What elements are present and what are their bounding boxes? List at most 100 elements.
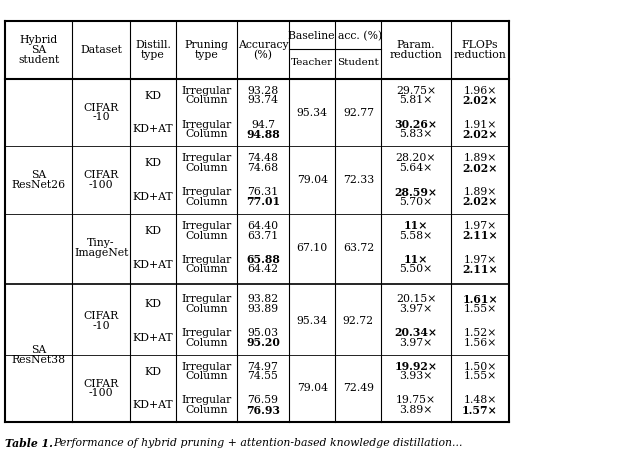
Text: 2.02×: 2.02× — [462, 129, 498, 140]
Text: Column: Column — [185, 304, 228, 314]
Text: 5.83×: 5.83× — [399, 129, 433, 139]
Text: Irregular: Irregular — [181, 86, 232, 96]
Text: 67.10: 67.10 — [297, 243, 328, 253]
Text: KD+AT: KD+AT — [132, 333, 173, 343]
Text: Param.: Param. — [397, 40, 435, 50]
Text: 1.55×: 1.55× — [463, 371, 497, 382]
Text: 64.40: 64.40 — [248, 221, 278, 231]
Text: CIFAR: CIFAR — [83, 311, 119, 321]
Text: Irregular: Irregular — [181, 328, 232, 338]
Text: KD+AT: KD+AT — [132, 260, 173, 269]
Text: 74.48: 74.48 — [248, 153, 278, 163]
Text: 2.02×: 2.02× — [462, 163, 498, 174]
Text: Distill.: Distill. — [135, 40, 171, 50]
Text: KD: KD — [145, 299, 161, 309]
Text: 1.91×: 1.91× — [463, 119, 497, 130]
Text: Baseline acc. (%): Baseline acc. (%) — [288, 31, 383, 41]
Text: Column: Column — [185, 405, 228, 415]
Text: type: type — [141, 50, 165, 60]
Text: 92.72: 92.72 — [343, 316, 374, 326]
Text: -10: -10 — [92, 113, 110, 122]
Text: 11×: 11× — [404, 220, 428, 232]
Text: 74.55: 74.55 — [248, 371, 278, 382]
Text: 79.04: 79.04 — [297, 175, 328, 185]
Text: 5.58×: 5.58× — [399, 231, 433, 241]
Text: 1.50×: 1.50× — [463, 362, 497, 372]
Text: type: type — [195, 50, 218, 60]
Text: 1.89×: 1.89× — [463, 187, 497, 197]
Text: 63.72: 63.72 — [343, 243, 374, 253]
Text: (%): (%) — [253, 50, 273, 60]
Text: KD: KD — [145, 226, 161, 236]
Text: Student: Student — [337, 58, 380, 67]
Text: Irregular: Irregular — [181, 255, 232, 265]
Text: Pruning: Pruning — [184, 40, 228, 50]
Text: Irregular: Irregular — [181, 362, 232, 372]
Text: 2.11×: 2.11× — [462, 264, 498, 275]
Text: Column: Column — [185, 95, 228, 106]
Text: SA: SA — [31, 170, 46, 180]
Text: 1.48×: 1.48× — [463, 395, 497, 406]
Text: 72.33: 72.33 — [343, 175, 374, 185]
Text: 1.97×: 1.97× — [463, 221, 497, 231]
Text: 28.20×: 28.20× — [396, 153, 436, 163]
Text: 28.59×: 28.59× — [394, 187, 438, 198]
Text: Irregular: Irregular — [181, 395, 232, 406]
Text: ResNet38: ResNet38 — [12, 355, 66, 364]
Text: Irregular: Irregular — [181, 221, 232, 231]
Text: 1.96×: 1.96× — [463, 86, 497, 96]
Text: 74.68: 74.68 — [248, 163, 278, 173]
Text: 1.57×: 1.57× — [462, 405, 498, 416]
Text: KD+AT: KD+AT — [132, 125, 173, 134]
Text: Column: Column — [185, 264, 228, 275]
Text: 76.59: 76.59 — [248, 395, 278, 406]
Text: Dataset: Dataset — [80, 45, 122, 55]
Text: reduction: reduction — [454, 50, 506, 60]
Text: 95.34: 95.34 — [297, 107, 328, 118]
Text: 95.03: 95.03 — [248, 328, 278, 338]
Text: 94.7: 94.7 — [251, 119, 275, 130]
Text: 76.93: 76.93 — [246, 405, 280, 416]
Text: -10: -10 — [92, 321, 110, 331]
Text: Column: Column — [185, 231, 228, 241]
Text: 1.55×: 1.55× — [463, 304, 497, 314]
Text: 1.61×: 1.61× — [462, 294, 498, 305]
Text: CIFAR: CIFAR — [83, 170, 119, 180]
Text: 20.15×: 20.15× — [396, 294, 436, 304]
Text: reduction: reduction — [390, 50, 442, 60]
Text: 95.34: 95.34 — [297, 316, 328, 326]
Text: 5.70×: 5.70× — [399, 197, 433, 207]
Text: 5.81×: 5.81× — [399, 95, 433, 106]
Text: 1.52×: 1.52× — [463, 328, 497, 338]
Text: 74.97: 74.97 — [248, 362, 278, 372]
Text: 11×: 11× — [404, 254, 428, 265]
Text: Table 1.: Table 1. — [5, 438, 53, 449]
Text: KD+AT: KD+AT — [132, 400, 173, 410]
Text: 30.26×: 30.26× — [394, 119, 438, 130]
Text: KD+AT: KD+AT — [132, 192, 173, 202]
Text: Accuracy: Accuracy — [237, 40, 289, 50]
Text: 29.75×: 29.75× — [396, 86, 436, 96]
Text: Column: Column — [185, 129, 228, 139]
Text: 95.20: 95.20 — [246, 337, 280, 348]
Text: ResNet26: ResNet26 — [12, 180, 66, 190]
Text: Column: Column — [185, 163, 228, 173]
Text: 63.71: 63.71 — [248, 231, 278, 241]
Text: student: student — [18, 55, 60, 64]
Text: Tiny-: Tiny- — [88, 238, 115, 248]
Text: 93.28: 93.28 — [248, 86, 278, 96]
Text: Irregular: Irregular — [181, 294, 232, 304]
Text: 3.93×: 3.93× — [399, 371, 433, 382]
Text: Performance of hybrid pruning + attention-based knowledge distillation...: Performance of hybrid pruning + attentio… — [53, 438, 463, 448]
Text: 5.50×: 5.50× — [399, 264, 433, 275]
Text: ImageNet: ImageNet — [74, 248, 128, 257]
Text: 76.31: 76.31 — [248, 187, 278, 197]
Text: FLOPs: FLOPs — [461, 40, 499, 50]
Text: 3.97×: 3.97× — [399, 338, 433, 348]
Text: 2.02×: 2.02× — [462, 196, 498, 207]
Text: Hybrid: Hybrid — [20, 35, 58, 45]
Text: -100: -100 — [89, 388, 113, 398]
Text: Teacher: Teacher — [291, 58, 333, 67]
Text: Column: Column — [185, 371, 228, 382]
Text: 2.02×: 2.02× — [462, 95, 498, 106]
